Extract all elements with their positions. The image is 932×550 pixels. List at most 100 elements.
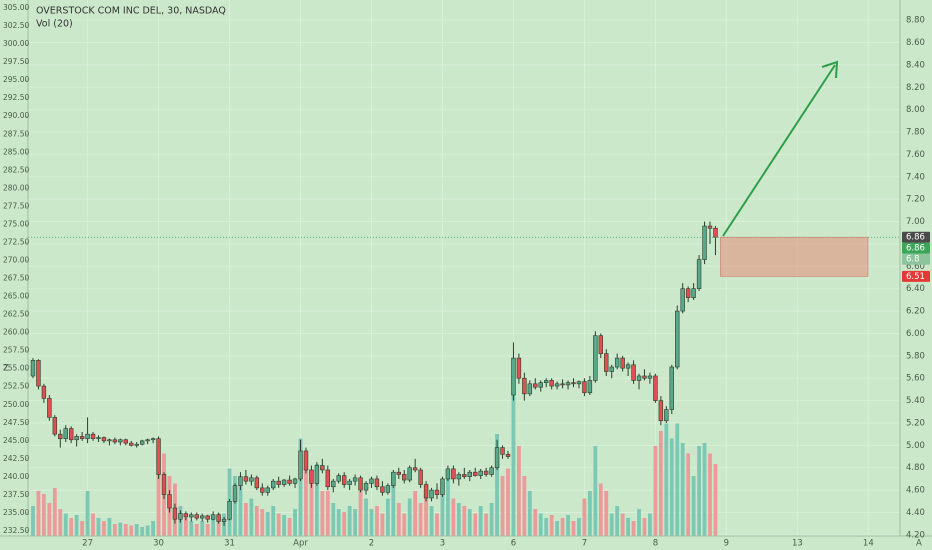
volume-bar bbox=[555, 521, 560, 536]
volume-bar bbox=[304, 468, 308, 536]
volume-bar bbox=[282, 515, 287, 536]
chart-title: OVERSTOCK COM INC DEL, 30, NASDAQ bbox=[36, 6, 226, 17]
volume-bar bbox=[63, 513, 68, 536]
candle-body bbox=[74, 436, 79, 441]
candle-body bbox=[582, 381, 587, 394]
x-tick-label: 7 bbox=[582, 539, 587, 549]
candle-body bbox=[189, 514, 194, 518]
volume-bar bbox=[254, 506, 259, 536]
volume-bar bbox=[598, 483, 603, 536]
candle-body bbox=[374, 478, 380, 488]
candle-body bbox=[560, 383, 565, 386]
x-tick-label: Apr bbox=[293, 539, 308, 549]
volume-bar bbox=[107, 518, 112, 536]
volume-bar bbox=[533, 509, 538, 536]
volume-bar bbox=[211, 518, 216, 536]
y2-tick-label: 270.00 bbox=[3, 255, 29, 264]
volume-bar bbox=[347, 506, 352, 536]
candle-body bbox=[533, 383, 538, 388]
y2-tick-label: 305.00 bbox=[3, 3, 29, 12]
candle-body bbox=[167, 494, 172, 509]
candle-body bbox=[172, 507, 178, 520]
y2-tick-label: 252.50 bbox=[3, 382, 29, 391]
volume-bar bbox=[697, 446, 701, 536]
volume-bar bbox=[456, 503, 461, 536]
candle-body bbox=[434, 489, 440, 495]
trend-arrow bbox=[722, 64, 836, 237]
candle-body bbox=[341, 475, 347, 485]
candle-body bbox=[352, 477, 358, 482]
volume-bar bbox=[637, 509, 641, 536]
candle-body bbox=[183, 513, 189, 518]
y-tick-label: 7.00 bbox=[906, 217, 925, 227]
volume-bar bbox=[538, 513, 543, 536]
volume-bar bbox=[626, 518, 631, 536]
volume-bar bbox=[467, 509, 472, 536]
y-tick-label: 6.00 bbox=[906, 329, 925, 339]
volume-bar bbox=[391, 483, 396, 536]
candle-body bbox=[609, 366, 614, 372]
candle-body bbox=[658, 400, 664, 422]
candle-body bbox=[549, 380, 554, 387]
candle-body bbox=[505, 454, 511, 457]
candle-body bbox=[107, 439, 112, 442]
y-tick-label: 4.60 bbox=[906, 486, 925, 496]
candle-body bbox=[249, 477, 254, 482]
candle-body bbox=[178, 513, 183, 520]
volume-bar bbox=[478, 506, 483, 536]
candle-body bbox=[478, 470, 483, 476]
candle-body bbox=[134, 443, 139, 446]
volume-bar bbox=[484, 513, 489, 536]
volume-bar bbox=[577, 518, 581, 536]
y2-tick-label: 275.00 bbox=[3, 219, 29, 228]
volume-bar bbox=[642, 518, 647, 536]
volume-bar bbox=[140, 527, 145, 536]
price-badge-label: 6.86 bbox=[906, 233, 925, 243]
candle-body bbox=[565, 382, 571, 386]
volume-bar bbox=[669, 438, 674, 536]
x-tick-label: 6 bbox=[511, 539, 516, 549]
y2-tick-label: 300.00 bbox=[3, 39, 29, 48]
volume-bar bbox=[462, 506, 467, 536]
volume-bar bbox=[440, 491, 445, 536]
y2-tick-label: 255.00 bbox=[3, 364, 29, 373]
candle-body bbox=[161, 474, 167, 495]
candle-body bbox=[576, 381, 582, 385]
volume-bar bbox=[205, 524, 210, 536]
arrow-head bbox=[821, 60, 839, 79]
candle-body bbox=[287, 479, 292, 484]
x-tick-label: 2 bbox=[369, 539, 374, 549]
candle-body bbox=[58, 433, 63, 439]
candle-body bbox=[543, 380, 549, 383]
candle-body bbox=[129, 442, 134, 446]
candle-body bbox=[260, 487, 265, 493]
volume-bar bbox=[123, 524, 128, 536]
candle-body bbox=[636, 375, 642, 381]
candle-body bbox=[527, 383, 533, 395]
volume-bar bbox=[516, 446, 521, 536]
volume-bar bbox=[189, 521, 194, 536]
candle-body bbox=[664, 409, 669, 422]
volume-bar bbox=[238, 483, 243, 536]
candle-body bbox=[243, 476, 249, 482]
price-badge bbox=[902, 242, 930, 254]
volume-bar bbox=[429, 506, 434, 536]
candle-body bbox=[30, 360, 36, 377]
price-badge-label: 6.86 bbox=[906, 244, 925, 254]
volume-bar bbox=[31, 506, 35, 536]
volume-bar bbox=[265, 512, 270, 536]
price-badge bbox=[902, 253, 930, 265]
volume-bar bbox=[587, 491, 592, 536]
volume-bar bbox=[566, 515, 570, 536]
volume-bar bbox=[675, 423, 680, 536]
volume-bar bbox=[320, 491, 325, 536]
candle-body bbox=[96, 437, 101, 439]
y-tick-label: 7.80 bbox=[906, 128, 925, 138]
y-tick-label: 4.40 bbox=[906, 508, 925, 518]
candle-body bbox=[118, 439, 123, 443]
volume-bar bbox=[276, 513, 281, 536]
y-tick-label: 7.40 bbox=[906, 172, 925, 182]
volume-bar bbox=[358, 491, 363, 536]
y2-tick-label: 245.00 bbox=[3, 436, 29, 445]
volume-bar bbox=[69, 518, 74, 536]
